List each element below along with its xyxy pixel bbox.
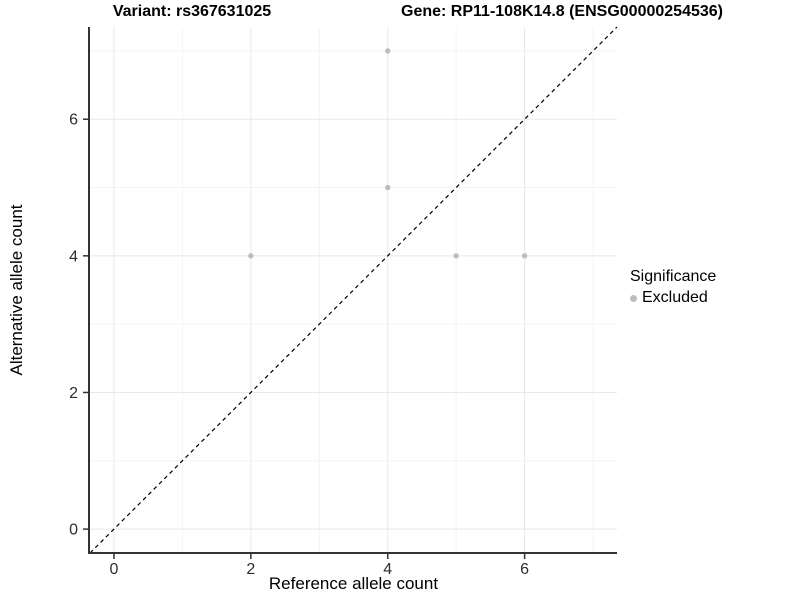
variant-title: Variant: rs367631025: [112, 3, 272, 20]
excluded-point-swatch-icon: [630, 294, 637, 302]
identity-reference-line: [89, 26, 618, 554]
legend-title: Significance: [630, 268, 717, 285]
y-tick-label-4: 4: [69, 248, 78, 265]
point-excluded-2-4: [248, 253, 254, 259]
x-axis-title: Reference allele count: [268, 574, 439, 593]
legend-item-label: Excluded: [642, 289, 708, 306]
x-tick-label-6: 6: [520, 561, 529, 578]
point-excluded-4-5: [385, 184, 391, 191]
point-excluded-4-7: [385, 48, 391, 54]
tick-marks: [83, 118, 526, 559]
gridlines-minor: [90, 27, 617, 553]
x-tick-labels: 0 2 4 6: [110, 561, 530, 578]
legend: Significance Excluded: [630, 268, 716, 307]
x-tick-label-0: 0: [110, 561, 119, 578]
y-tick-labels: 0 2 4 6: [69, 112, 78, 539]
x-tick-label-4: 4: [383, 561, 392, 578]
axis-lines: [88, 27, 617, 554]
y-tick-label-6: 6: [69, 112, 78, 129]
data-points: [248, 48, 528, 259]
point-excluded-5-4: [453, 253, 459, 259]
gene-title: Gene: RP11-108K14.8 (ENSG00000254536): [401, 3, 723, 20]
y-tick-label-2: 2: [69, 385, 78, 402]
gridlines-major: [90, 27, 617, 553]
y-tick-label-0: 0: [69, 522, 78, 539]
point-excluded-6-4: [521, 253, 528, 259]
y-axis-title: Alternative allele count: [7, 204, 26, 376]
legend-item-excluded: Excluded: [630, 289, 716, 307]
identity-line: [89, 26, 618, 554]
x-tick-label-2: 2: [246, 561, 255, 578]
